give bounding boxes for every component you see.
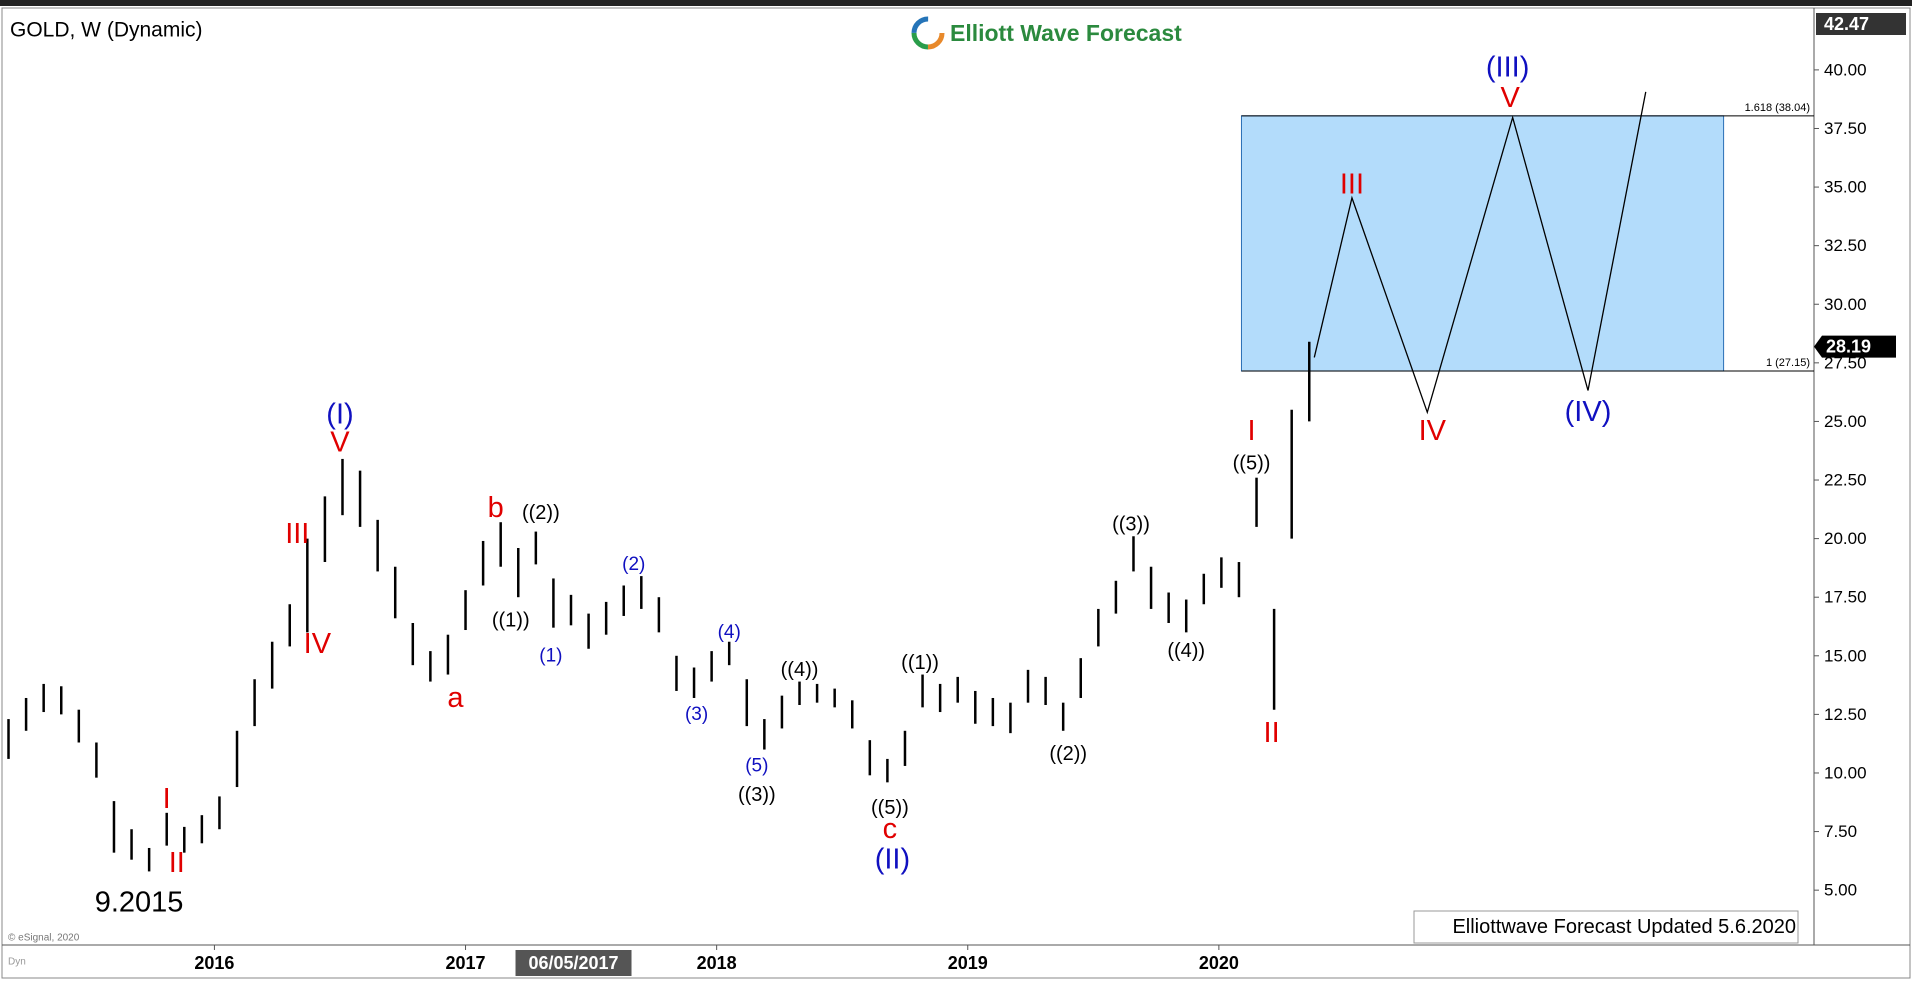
- cursor-date-box: [515, 950, 632, 976]
- wave-label: ((1)): [901, 652, 939, 674]
- y-tick-label: 32.50: [1824, 236, 1867, 255]
- wave-label: ((5)): [1233, 453, 1271, 475]
- wave-label: ((4)): [1167, 640, 1205, 662]
- wave-label: ((1)): [492, 610, 530, 632]
- wave-label: V: [330, 427, 350, 459]
- wave-label: (3): [685, 704, 708, 725]
- logo-text: Elliott Wave Forecast: [950, 20, 1182, 46]
- wave-label: (1): [539, 645, 562, 666]
- wave-label: (5): [745, 755, 768, 776]
- cursor-date-label: 06/05/2017: [528, 953, 618, 973]
- logo-icon: [911, 16, 945, 50]
- footer-box: [1413, 910, 1799, 944]
- wave-label: ((5)): [871, 797, 909, 819]
- logo-icon: [911, 16, 945, 50]
- y-tick-label: 5.00: [1824, 881, 1857, 900]
- y-tick-label: 10.00: [1824, 763, 1867, 782]
- wave-label: III: [1340, 169, 1364, 201]
- wave-label: ((3)): [1112, 514, 1150, 536]
- projection-path: [1313, 91, 1647, 415]
- wave-label: II: [1264, 717, 1280, 749]
- wave-label: ((3)): [738, 784, 776, 806]
- y-tick-label: 25.00: [1824, 412, 1867, 431]
- y-tick-label: 20.00: [1824, 529, 1867, 548]
- y-tick-label: 15.00: [1824, 646, 1867, 665]
- fib-label: 1 (27.15): [1766, 357, 1810, 369]
- wave-label: III: [285, 518, 309, 550]
- wave-label: ((4)): [781, 659, 819, 681]
- x-tick-label: 2020: [1199, 953, 1239, 973]
- fib-zone: [1240, 115, 1725, 372]
- y-tick-label: 7.50: [1824, 822, 1857, 841]
- label-layer: 1.618 (38.04)1 (27.15)9.2015IIIIIIIVV(I)…: [95, 52, 1810, 919]
- zone-layer: [1240, 115, 1814, 372]
- wave-label: I: [1247, 415, 1255, 447]
- mode-label: Dyn: [8, 957, 26, 968]
- y-tick-label: 37.50: [1824, 119, 1867, 138]
- fib-label: 1.618 (38.04): [1745, 102, 1810, 114]
- wave-label: (IV): [1565, 396, 1612, 428]
- source: © eSignal, 2020: [8, 933, 80, 944]
- x-tick-label: 2019: [948, 953, 988, 973]
- y-tick-label: 35.00: [1824, 178, 1867, 197]
- wave-label: (III): [1486, 52, 1530, 84]
- price-layer: [7, 91, 1647, 872]
- wave-label: ((2)): [522, 502, 560, 524]
- wave-label: c: [883, 813, 898, 845]
- y-tick-label: 40.00: [1824, 60, 1867, 79]
- logo-icon: [911, 16, 945, 50]
- y-tick-label: 12.50: [1824, 705, 1867, 724]
- wave-label: V: [1500, 82, 1520, 114]
- last-price-label: 28.19: [1826, 337, 1871, 357]
- axis-top-box: [1816, 13, 1906, 35]
- wave-label: IV: [1419, 415, 1447, 447]
- footer: Elliottwave Forecast Updated 5.6.2020: [1452, 916, 1796, 938]
- logo: Elliott Wave Forecast: [911, 16, 1182, 50]
- wave-label: 9.2015: [95, 886, 184, 918]
- wave-label: b: [488, 492, 504, 524]
- y-tick-label: 27.50: [1824, 353, 1867, 372]
- wave-label: (2): [622, 554, 645, 575]
- wave-label: (4): [718, 622, 741, 643]
- x-tick-label: 2017: [446, 953, 486, 973]
- wave-label: I: [163, 783, 171, 815]
- x-tick-label: 2016: [194, 953, 234, 973]
- wave-label: (II): [875, 844, 910, 876]
- top-bar: [0, 0, 1912, 6]
- last-price-box: [1814, 335, 1896, 358]
- wave-label: ((2)): [1049, 743, 1087, 765]
- axis-top-label: 42.47: [1824, 14, 1869, 34]
- y-tick-label: 30.00: [1824, 295, 1867, 314]
- y-tick-label: 17.50: [1824, 588, 1867, 607]
- x-tick-label: 2018: [697, 953, 737, 973]
- wave-label: a: [447, 682, 464, 714]
- frame: [1, 7, 1911, 979]
- chart-title: GOLD, W (Dynamic): [10, 19, 203, 42]
- wave-label: IV: [304, 628, 332, 660]
- wave-label: (I): [326, 398, 353, 430]
- wave-label: II: [169, 847, 185, 879]
- y-tick-label: 22.50: [1824, 471, 1867, 490]
